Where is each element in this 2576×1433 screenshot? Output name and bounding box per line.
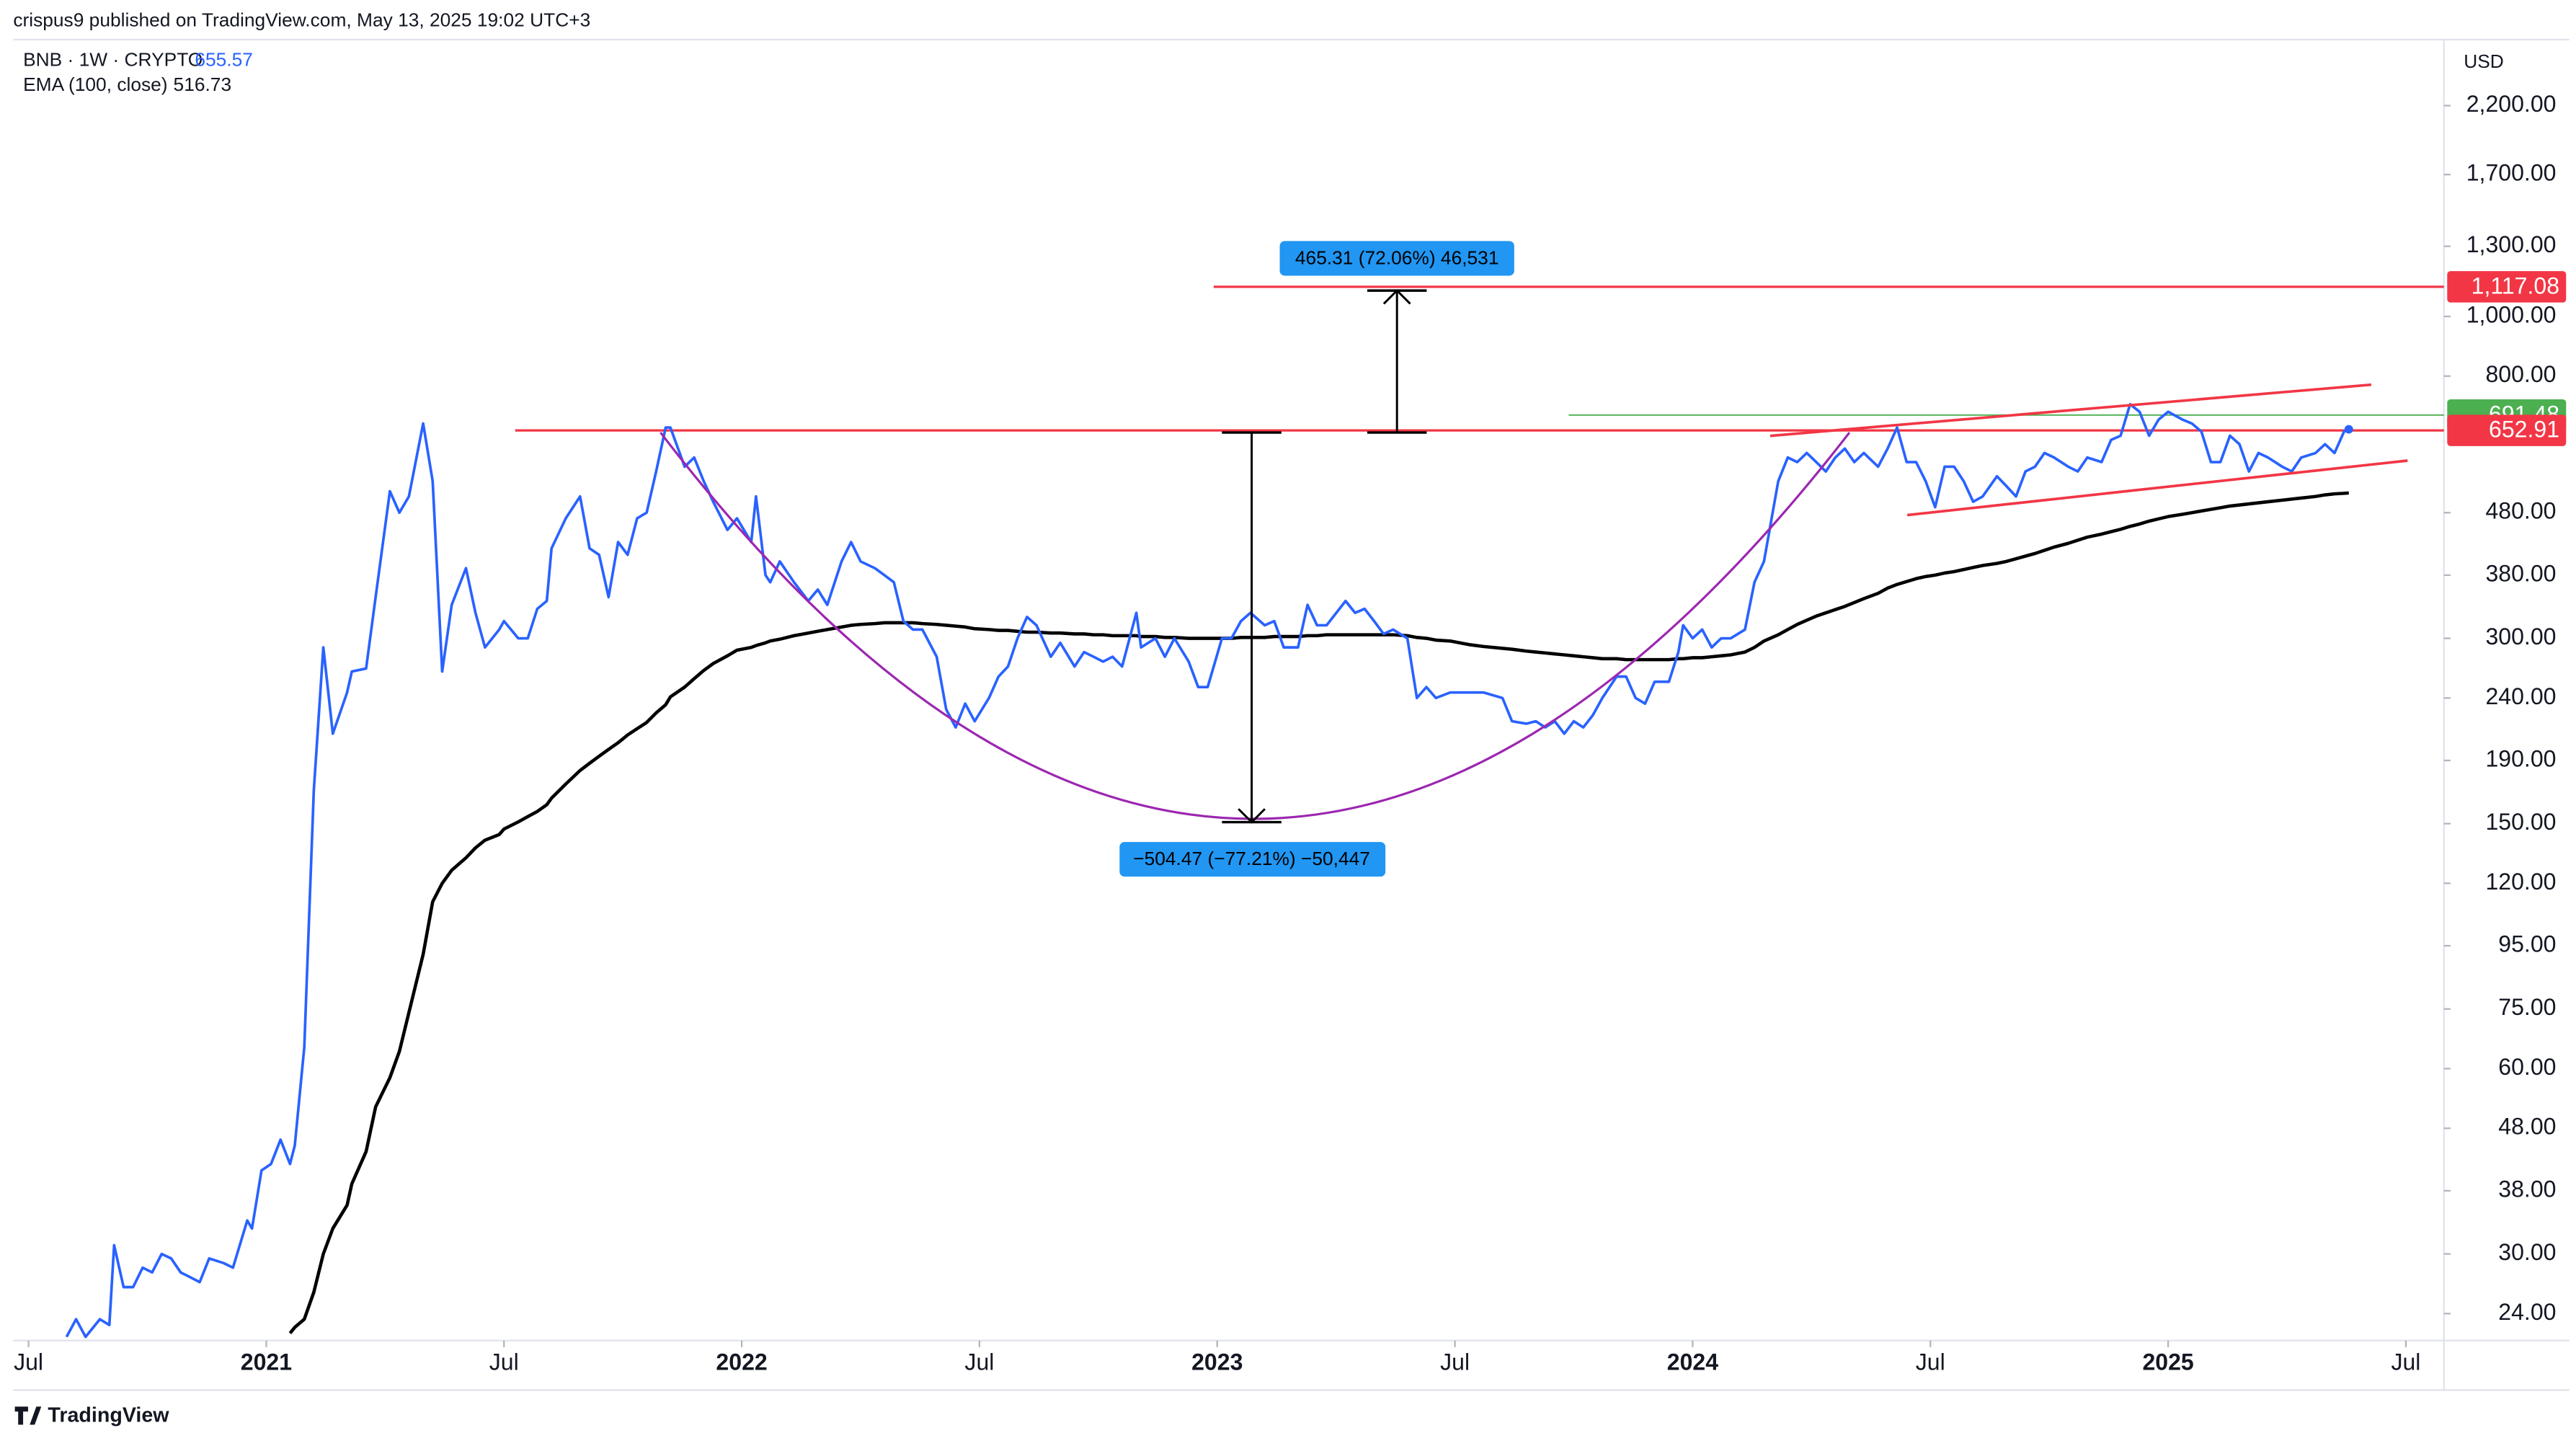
publisher-note: crispus9 published on TradingView.com, M… bbox=[13, 9, 590, 31]
legend: BNB · 1W · CRYPTO 655.57 EMA (100, close… bbox=[23, 49, 253, 95]
y-tick-label: 240.00 bbox=[2485, 683, 2556, 709]
legend-ema: EMA (100, close) bbox=[23, 74, 167, 95]
footer-logo: TradingView bbox=[14, 1404, 169, 1427]
y-tick-label: 300.00 bbox=[2485, 624, 2556, 649]
legend-symbol: BNB · 1W · CRYPTO bbox=[23, 49, 203, 71]
x-tick-label: 2023 bbox=[1191, 1349, 1243, 1375]
legend-value: 655.57 bbox=[195, 49, 253, 71]
legend-value: 516.73 bbox=[174, 74, 232, 95]
x-tick-label: 2024 bbox=[1667, 1349, 1718, 1375]
drawings: 465.31 (72.06%) 46,531 −504.47 (−77.21%)… bbox=[659, 241, 2408, 877]
x-tick-label: Jul bbox=[964, 1349, 994, 1375]
y-tick-label: 380.00 bbox=[2485, 560, 2556, 586]
level-label: 1,117.08 bbox=[2471, 273, 2559, 299]
y-tick-label: 38.00 bbox=[2498, 1176, 2556, 1202]
x-tick-label: 2022 bbox=[716, 1349, 767, 1375]
logo-icon bbox=[14, 1406, 42, 1425]
x-tick-label: Jul bbox=[2391, 1349, 2420, 1375]
y-tick-label: 48.00 bbox=[2498, 1114, 2556, 1140]
level-label-box bbox=[2447, 414, 2567, 446]
y-tick-label: 150.00 bbox=[2485, 809, 2556, 835]
upper-trend-line bbox=[1769, 383, 2372, 438]
brand: TradingView bbox=[48, 1404, 169, 1427]
y-tick-label: 75.00 bbox=[2498, 994, 2556, 1020]
y-tick-label: 120.00 bbox=[2485, 869, 2556, 895]
y-tick-label: 1,300.00 bbox=[2466, 231, 2557, 257]
level-label-box bbox=[2447, 271, 2567, 303]
measure-label: −504.47 (−77.21%) −50,447 bbox=[1133, 848, 1370, 869]
x-tick-label: Jul bbox=[1440, 1349, 1470, 1375]
lower-trend-line bbox=[1906, 459, 2408, 517]
measure-label: 465.31 (72.06%) 46,531 bbox=[1295, 247, 1499, 269]
y-tick-label: 60.00 bbox=[2498, 1054, 2556, 1080]
series-line bbox=[288, 491, 2349, 1335]
series-line bbox=[65, 402, 2350, 1339]
y-tick-label: 30.00 bbox=[2498, 1239, 2556, 1265]
y-tick-label: 800.00 bbox=[2485, 361, 2556, 387]
y-tick-label: 95.00 bbox=[2498, 931, 2556, 957]
measure-box bbox=[1119, 842, 1386, 877]
x-tick-label: Jul bbox=[1916, 1349, 1945, 1375]
y-tick-label: 1,000.00 bbox=[2466, 301, 2557, 327]
last-point bbox=[2344, 425, 2353, 434]
x-tick-label: Jul bbox=[14, 1349, 43, 1375]
y-tick-label: 190.00 bbox=[2485, 745, 2556, 771]
cup-curve bbox=[659, 432, 1851, 820]
y-tick-label: 480.00 bbox=[2485, 498, 2556, 524]
x-tick-label: 2021 bbox=[241, 1349, 292, 1375]
y-tick-label: 2,200.00 bbox=[2466, 91, 2557, 117]
currency: USD bbox=[2464, 50, 2504, 72]
x-tick-label: 2025 bbox=[2142, 1349, 2193, 1375]
y-tick-label: 24.00 bbox=[2498, 1299, 2556, 1325]
x-tick-label: Jul bbox=[489, 1349, 519, 1375]
level-label: 652.91 bbox=[2489, 417, 2559, 443]
measure-box bbox=[1279, 241, 1514, 276]
y-tick-label: 1,700.00 bbox=[2466, 160, 2557, 186]
